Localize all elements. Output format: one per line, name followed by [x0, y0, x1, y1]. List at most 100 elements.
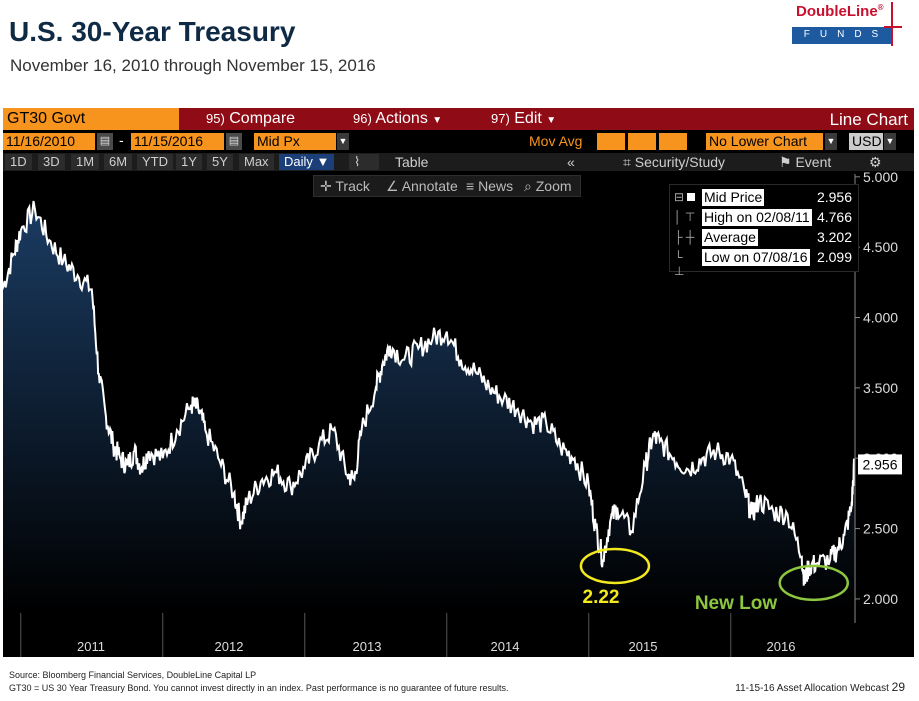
legend-value: 2.956	[816, 189, 852, 205]
settings-button[interactable]: ⚙	[869, 154, 882, 170]
lower-chart-select[interactable]: No Lower Chart	[706, 133, 823, 150]
x-tick-label: 2015	[629, 639, 658, 654]
logo-funds-text: FUNDS	[803, 29, 889, 40]
annotation-label-new-low: New Low	[695, 593, 778, 614]
crosshair-icon: ✛	[320, 178, 332, 194]
annotation-label-2-22: 2.22	[583, 587, 620, 608]
slide-subtitle: November 16, 2010 through November 15, 2…	[10, 56, 376, 75]
high-marker-icon: │ ⊤	[674, 210, 696, 224]
footer-disclaimer: GT30 = US 30 Year Treasury Bond. You can…	[9, 683, 509, 693]
chart-type-label: Line Chart	[829, 110, 908, 129]
mov-avg-label[interactable]: Mov Avg	[529, 133, 583, 149]
mov-avg-field-1[interactable]	[597, 133, 625, 150]
bloomberg-terminal: GT30 Govt 95) Compare 96) Actions ▼ 97) …	[3, 108, 914, 657]
legend-row-average: ├ ┼ Average 3.202	[670, 228, 860, 248]
period-6m[interactable]: 6M	[104, 154, 133, 170]
gear-icon: ⚙	[869, 154, 882, 170]
y-tick-label: 2.500	[863, 521, 898, 537]
period-ytd[interactable]: YTD	[137, 154, 173, 170]
logo-funds-bar: FUNDS	[792, 27, 892, 44]
annotation-ellipse	[579, 547, 651, 585]
track-button[interactable]: ✛ Track	[320, 178, 370, 194]
calendar-icon[interactable]: ▤	[226, 133, 242, 150]
chart-tools-bar: ✛ Track ∠ Annotate ≡ News ⌕ Zoom	[313, 175, 581, 197]
y-tick-label: 4.000	[863, 310, 898, 326]
start-date-field[interactable]: 11/16/2010	[3, 133, 95, 150]
period-1d[interactable]: 1D	[5, 154, 32, 170]
low-marker-icon: └ ⊥	[674, 250, 685, 278]
x-tick-label: 2013	[353, 639, 382, 654]
y-tick-label: 2.000	[863, 591, 898, 607]
series-area	[3, 201, 855, 613]
table-button[interactable]: Table	[395, 154, 429, 170]
logo-cross-vertical	[891, 2, 893, 46]
legend-value: 3.202	[816, 229, 852, 245]
frequency-select[interactable]: Daily ▼	[279, 154, 335, 170]
news-button[interactable]: ≡ News	[466, 178, 514, 194]
last-value-label: 2.956	[862, 456, 897, 472]
period-1y[interactable]: 1Y	[176, 154, 202, 170]
average-marker-icon: ├ ┼	[674, 230, 695, 244]
legend-label: Low on 07/08/16	[702, 249, 810, 266]
line-chart-icon[interactable]: ⌇	[349, 154, 379, 170]
chart-legend: ⊟ Mid Price 2.956 │ ⊤ High on 02/08/11 4…	[669, 184, 860, 278]
period-5y[interactable]: 5Y	[207, 154, 233, 170]
mov-avg-field-2[interactable]	[628, 133, 656, 150]
chevron-down-icon[interactable]: ▼	[337, 133, 349, 150]
logo-wordmark: DoubleLine®	[796, 3, 884, 20]
x-tick-label: 2014	[491, 639, 520, 654]
ticker-field[interactable]: GT30 Govt	[3, 108, 179, 130]
terminal-menu-bar: GT30 Govt 95) Compare 96) Actions ▼ 97) …	[3, 108, 914, 130]
mov-avg-field-3[interactable]	[659, 133, 687, 150]
chevron-down-icon[interactable]: ▼	[884, 133, 896, 150]
security-study-button[interactable]: ⌗ Security/Study	[623, 154, 726, 170]
chevron-down-icon[interactable]: ▼	[825, 133, 837, 150]
news-icon: ≡	[466, 178, 475, 194]
currency-select[interactable]: USD	[849, 133, 883, 150]
zoom-icon: ⌕	[524, 178, 532, 194]
actions-menu[interactable]: 96) Actions ▼	[353, 110, 443, 127]
x-axis-band	[3, 613, 914, 626]
price-field-select[interactable]: Mid Px	[254, 133, 336, 150]
x-tick-label: 2011	[77, 639, 105, 654]
legend-value: 4.766	[816, 209, 852, 225]
annotate-button[interactable]: ∠ Annotate	[386, 178, 458, 194]
end-date-field[interactable]: 11/15/2016	[131, 133, 224, 150]
logo-cross-horizontal	[884, 26, 902, 28]
calendar-icon[interactable]: ▤	[97, 133, 113, 150]
annotation-ellipse	[778, 564, 849, 602]
x-tick-label: 2012	[215, 639, 244, 654]
y-tick-label: 4.500	[863, 239, 898, 255]
edit-menu[interactable]: 97) Edit ▼	[491, 110, 557, 127]
collapse-button[interactable]: «	[567, 154, 575, 170]
legend-row-low: └ ⊥ Low on 07/08/16 2.099	[670, 248, 860, 278]
legend-label: High on 02/08/11	[702, 209, 812, 226]
page-number: 29	[891, 680, 905, 694]
doubleline-logo: DoubleLine® FUNDS	[790, 2, 902, 46]
event-button[interactable]: ⚑ Event	[779, 154, 832, 170]
legend-value: 2.099	[816, 249, 852, 265]
compare-menu[interactable]: 95) Compare	[206, 110, 296, 127]
legend-row-high: │ ⊤ High on 02/08/11 4.766	[670, 208, 860, 228]
date-range-bar: 11/16/2010 ▤ - 11/15/2016 ▤ Mid Px ▼ Mov…	[3, 132, 914, 152]
legend-row-mid-price: ⊟ Mid Price 2.956	[670, 188, 860, 208]
x-tick-label: 2016	[767, 639, 796, 654]
chevron-down-icon: ▼	[432, 115, 443, 126]
study-icon: ⌗	[623, 154, 631, 170]
period-toolbar: 1D 3D 1M 6M YTD 1Y 5Y Max Daily ▼ ⌇ Tabl…	[3, 153, 914, 171]
y-tick-label: 5.000	[863, 169, 898, 185]
last-value-box	[858, 454, 902, 475]
slide-title: U.S. 30-Year Treasury	[9, 16, 296, 47]
treasury-yield-chart: 5.0004.5004.0003.5003.0002.5002.0002.956…	[3, 169, 914, 657]
legend-label: Mid Price	[702, 189, 765, 206]
period-1m[interactable]: 1M	[71, 154, 100, 170]
square-icon: ⊟	[674, 190, 696, 204]
period-max[interactable]: Max	[239, 154, 274, 170]
footer-source: Source: Bloomberg Financial Services, Do…	[9, 670, 257, 680]
period-3d[interactable]: 3D	[38, 154, 65, 170]
zoom-button[interactable]: ⌕ Zoom	[524, 178, 572, 194]
date-separator: -	[119, 132, 124, 148]
series-line-mid-price	[3, 200, 856, 586]
legend-label: Average	[702, 229, 758, 246]
y-tick-label: 3.500	[863, 380, 898, 396]
